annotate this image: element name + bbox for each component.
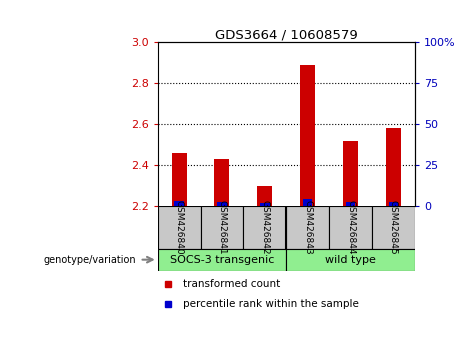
Bar — [214, 159, 230, 206]
Bar — [329, 206, 372, 249]
Bar — [372, 206, 415, 249]
Text: GSM426843: GSM426843 — [303, 200, 312, 255]
Text: GSM426845: GSM426845 — [389, 200, 398, 255]
Bar — [303, 200, 313, 206]
Text: GSM426840: GSM426840 — [175, 200, 183, 255]
Bar — [286, 249, 415, 272]
Text: GSM426844: GSM426844 — [346, 200, 355, 255]
Bar — [260, 203, 270, 206]
Bar — [343, 141, 358, 206]
Bar — [201, 206, 243, 249]
Bar — [171, 153, 187, 206]
Text: transformed count: transformed count — [183, 279, 281, 289]
Title: GDS3664 / 10608579: GDS3664 / 10608579 — [215, 28, 358, 41]
Bar — [217, 201, 227, 206]
Bar — [158, 249, 286, 272]
Text: genotype/variation: genotype/variation — [43, 255, 136, 265]
Bar — [389, 201, 398, 206]
Bar — [346, 201, 355, 206]
Bar — [300, 65, 315, 206]
Text: GSM426842: GSM426842 — [260, 200, 269, 255]
Text: percentile rank within the sample: percentile rank within the sample — [183, 299, 359, 309]
Bar — [243, 206, 286, 249]
Text: wild type: wild type — [325, 255, 376, 265]
Text: GSM426841: GSM426841 — [218, 200, 226, 255]
Bar — [174, 201, 184, 206]
Bar — [386, 129, 401, 206]
Bar — [286, 206, 329, 249]
Bar — [158, 206, 201, 249]
Bar — [257, 185, 272, 206]
Text: SOCS-3 transgenic: SOCS-3 transgenic — [170, 255, 274, 265]
